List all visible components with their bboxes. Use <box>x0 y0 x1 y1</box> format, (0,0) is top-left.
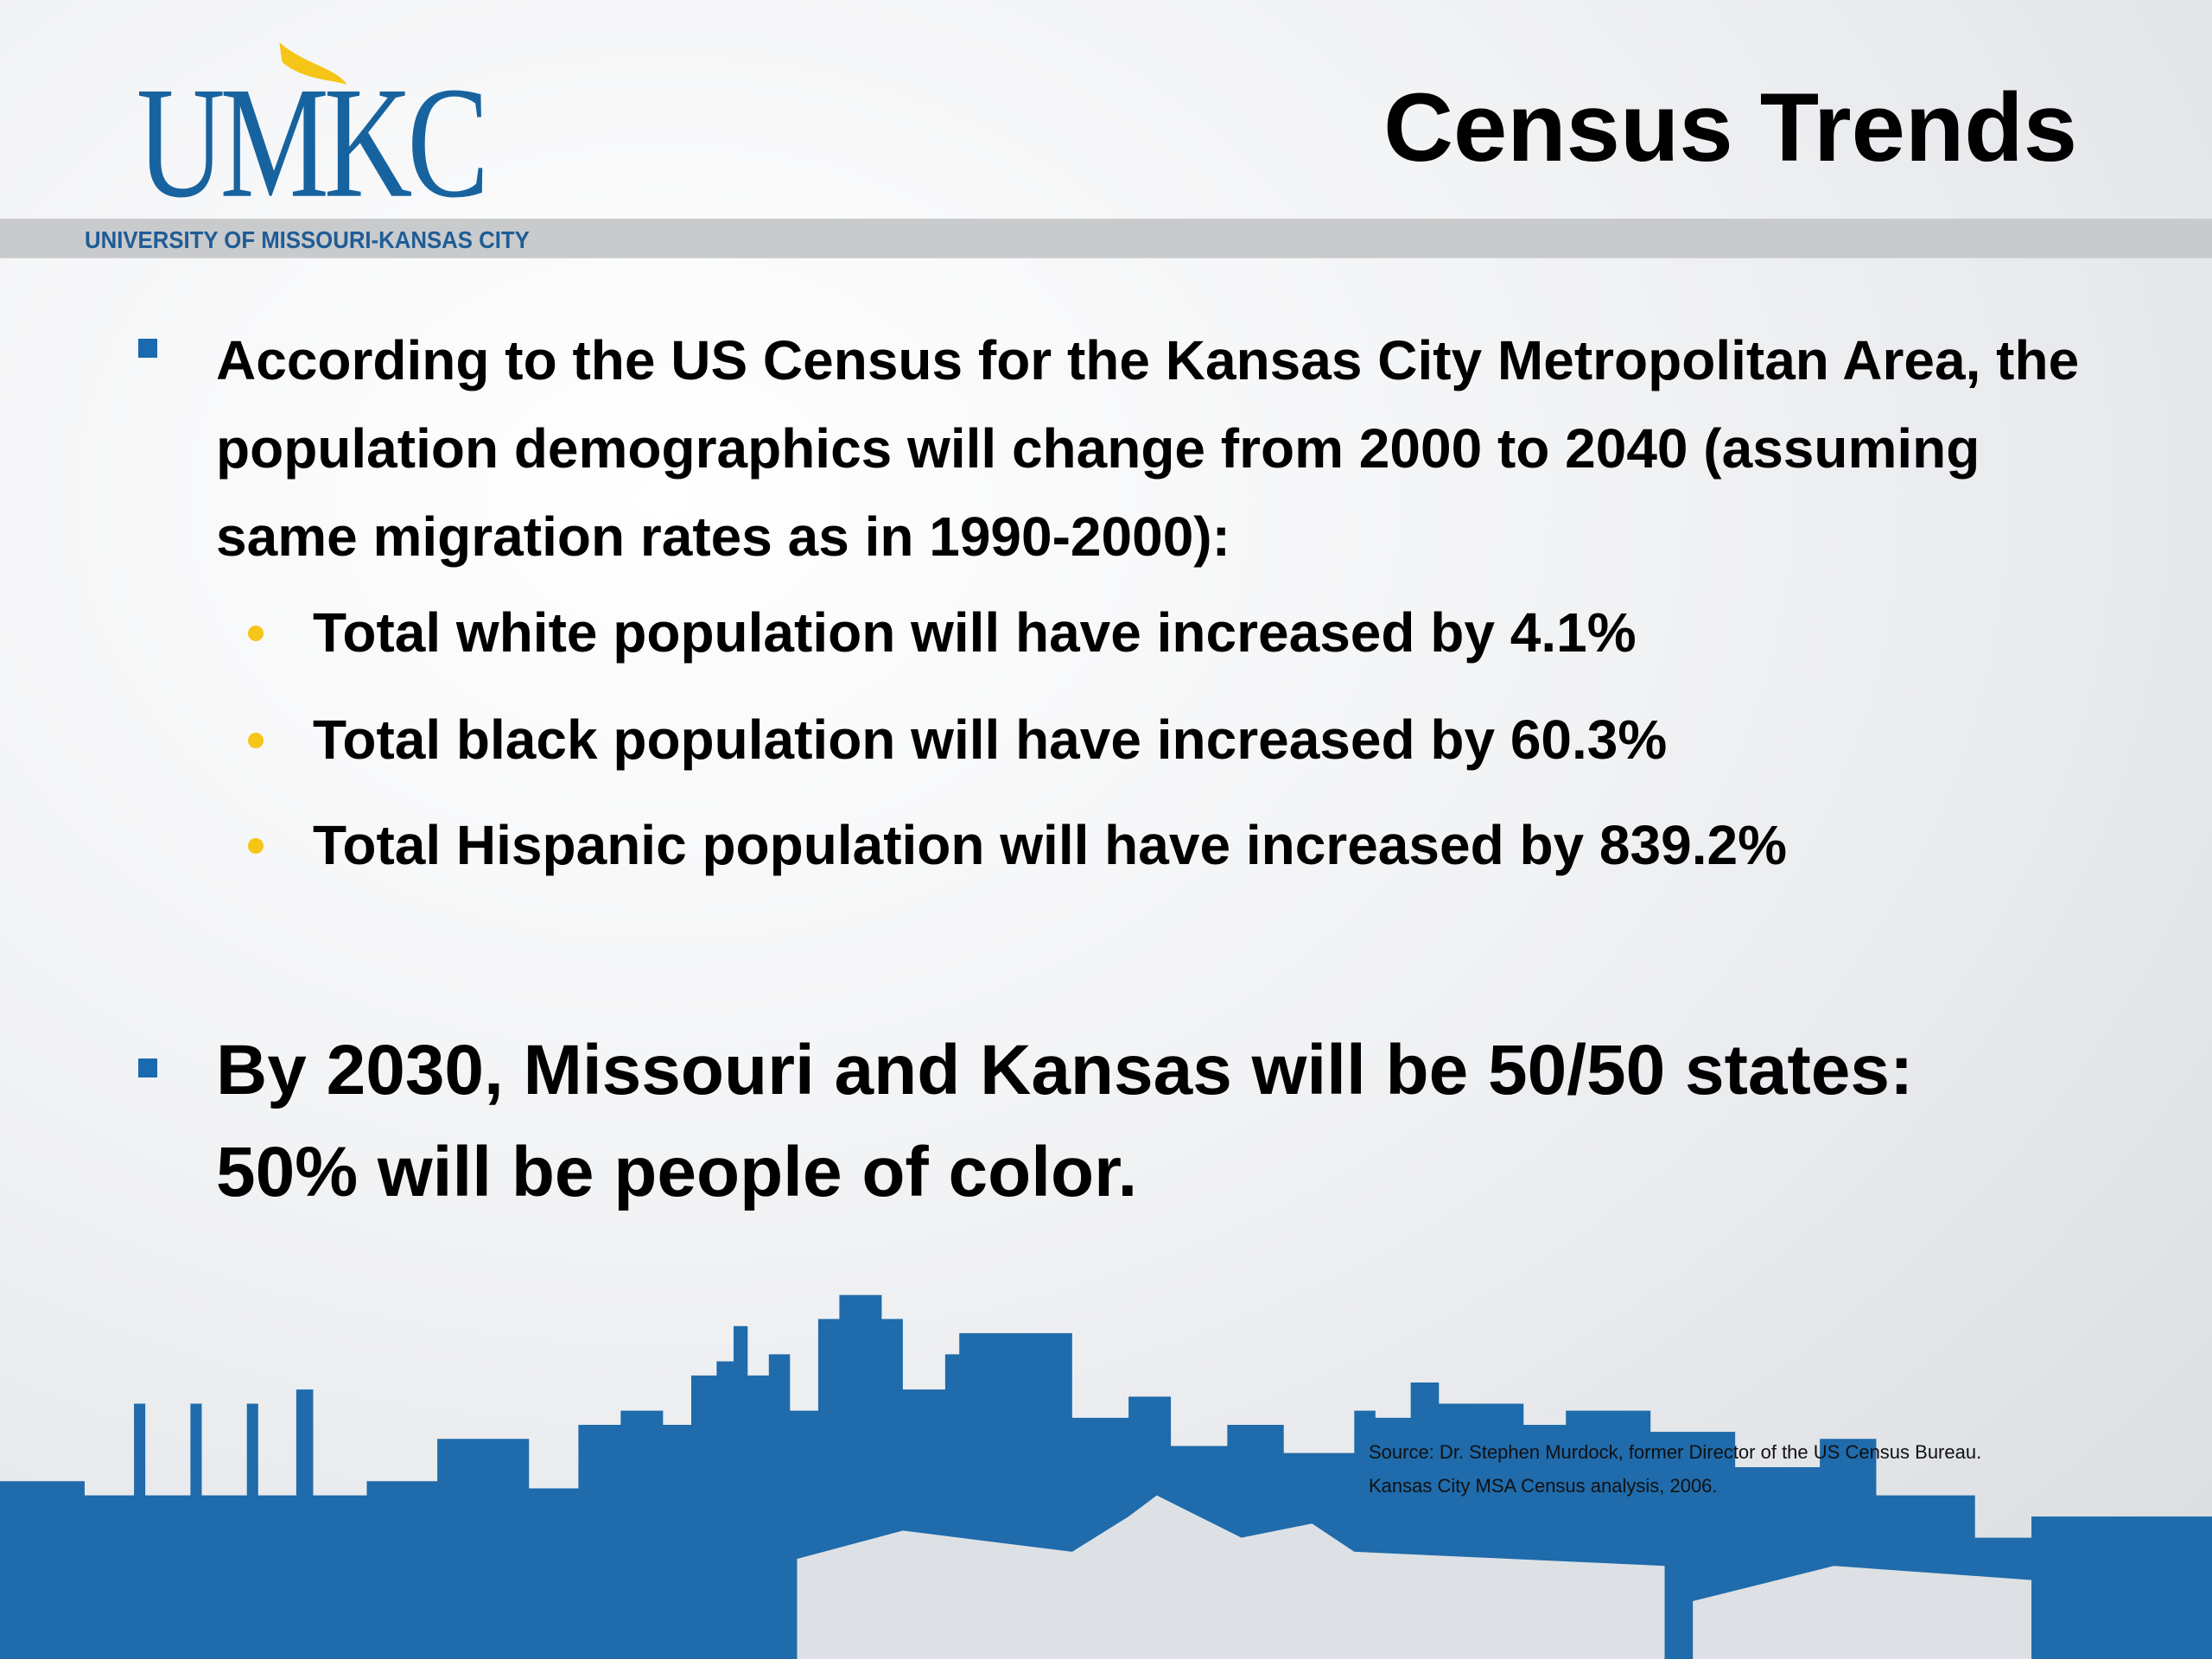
source-note: Kansas City MSA Census analysis, 2006. <box>1369 1475 1718 1497</box>
sub-bullet-text: Total black population will have increas… <box>313 709 1668 771</box>
bullet-marker <box>138 1058 157 1077</box>
sub-bullet-marker <box>248 626 264 641</box>
bullet-text: By 2030, Missouri and Kansas will be 50/… <box>216 1031 1914 1211</box>
source-note: Source: Dr. Stephen Murdock, former Dire… <box>1369 1441 1982 1463</box>
sub-bullet-marker <box>248 733 264 748</box>
logo: UMKC <box>137 53 489 231</box>
sub-bullet-text: Total Hispanic population will have incr… <box>313 814 1787 876</box>
sub-bullet-marker <box>248 838 264 854</box>
logo-subtitle: UNIVERSITY OF MISSOURI-KANSAS CITY <box>85 226 530 253</box>
sub-bullet-text: Total white population will have increas… <box>313 601 1637 664</box>
campus-buildings <box>797 1495 1665 1659</box>
bullet-marker <box>138 339 157 358</box>
campus-buildings <box>1693 1566 2032 1659</box>
slide-title: Census Trends <box>1383 73 2077 181</box>
header-band <box>0 219 2212 258</box>
logo-flame <box>279 41 347 85</box>
bullet-text: According to the US Census for the Kansa… <box>216 329 2080 568</box>
